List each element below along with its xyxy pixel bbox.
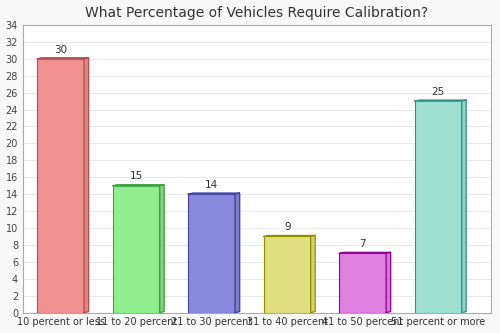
- Text: 14: 14: [205, 180, 218, 190]
- Text: 7: 7: [360, 239, 366, 249]
- Polygon shape: [38, 58, 88, 59]
- Polygon shape: [310, 235, 315, 313]
- Polygon shape: [462, 100, 466, 313]
- Bar: [340, 253, 386, 313]
- Polygon shape: [340, 252, 390, 253]
- Polygon shape: [113, 184, 164, 186]
- Polygon shape: [84, 58, 88, 313]
- Text: 9: 9: [284, 222, 290, 232]
- Bar: [113, 186, 160, 313]
- Text: 30: 30: [54, 45, 67, 55]
- Polygon shape: [235, 193, 240, 313]
- Bar: [415, 101, 462, 313]
- Polygon shape: [415, 100, 466, 101]
- Bar: [188, 194, 235, 313]
- Text: 25: 25: [432, 87, 445, 97]
- Bar: [264, 236, 310, 313]
- Polygon shape: [264, 235, 315, 236]
- Title: What Percentage of Vehicles Require Calibration?: What Percentage of Vehicles Require Cali…: [86, 6, 428, 20]
- Text: 15: 15: [130, 171, 143, 181]
- Polygon shape: [386, 252, 390, 313]
- Polygon shape: [160, 184, 164, 313]
- Bar: [38, 59, 84, 313]
- Polygon shape: [188, 193, 240, 194]
